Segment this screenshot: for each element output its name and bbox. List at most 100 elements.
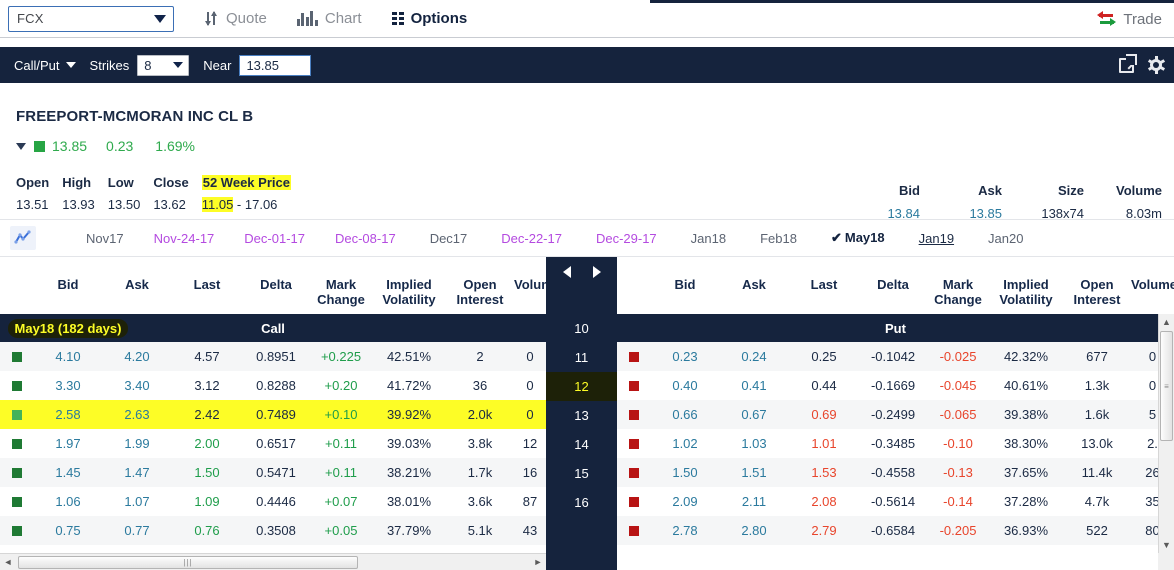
table-row[interactable]: 1.50 1.51 1.53 -0.4558 -0.13 37.65% 11.4k 26 — [617, 458, 1174, 487]
column-header-mark-change[interactable]: Mark Change — [934, 277, 982, 307]
table-row[interactable]: 1.06 1.07 1.09 0.4446 +0.07 38.01% 3.6k 87 — [0, 487, 546, 516]
expiry-tab-nov17[interactable]: Nov17 — [84, 227, 126, 250]
expiry-tab-may18[interactable]: ✔ May18 — [829, 226, 887, 250]
put-cell-oi: 677 — [1086, 349, 1108, 364]
table-row[interactable]: 1.97 1.99 2.00 0.6517 +0.11 39.03% 3.8k 12 — [0, 429, 546, 458]
nav-item-chart[interactable]: Chart — [296, 0, 362, 38]
column-header-delta[interactable]: Delta — [877, 277, 909, 292]
expiry-tab-label: Dec-01-17 — [244, 230, 305, 246]
callput-dropdown[interactable]: Call/Put — [14, 58, 76, 73]
expiry-tab-dec17[interactable]: Dec17 — [428, 227, 470, 250]
column-header-open-interest[interactable]: Open Interest — [456, 277, 504, 307]
call-hscroll-track[interactable]: ||| — [16, 555, 530, 570]
table-row[interactable]: 3.30 3.40 3.12 0.8288 +0.20 41.72% 36 0 — [0, 371, 546, 400]
strike-value[interactable]: 15 — [574, 466, 589, 481]
column-header-last[interactable]: Last — [810, 277, 838, 292]
expiry-tab-dec-08-17[interactable]: Dec-08-17 — [333, 227, 398, 250]
stat-ask: Ask 13.85 — [920, 183, 1002, 221]
put-cell-mark: -0.14 — [943, 494, 973, 509]
call-cell-mark: +0.07 — [324, 494, 358, 509]
call-cell-vol: 16 — [522, 465, 538, 480]
nav-item-quote[interactable]: Quote — [204, 0, 267, 38]
options-list-icon — [391, 11, 404, 26]
put-cell-ask: 1.51 — [741, 465, 767, 480]
expiry-tab-nov-24-17[interactable]: Nov-24-17 — [152, 227, 217, 250]
call-cell-vol: 0 — [526, 407, 534, 422]
line-chart-icon[interactable] — [10, 226, 36, 250]
column-header-ask[interactable]: Ask — [125, 277, 149, 292]
top-navigation-bar: FCX Quote Chart Options Trade — [0, 0, 1174, 38]
column-header-implied-volatility[interactable]: Implied Volatility — [999, 277, 1053, 307]
expand-arrow-icon[interactable] — [16, 142, 26, 150]
ohlc-header-52week: 52 Week Price — [201, 175, 291, 190]
call-cell-oi: 36 — [472, 378, 488, 393]
put-cell-delta: -0.4558 — [870, 465, 916, 480]
column-header-mark-change[interactable]: Mark Change — [317, 277, 365, 307]
column-header-bid[interactable]: Bid — [674, 277, 696, 292]
strikes-select[interactable]: 8 — [137, 54, 190, 76]
put-cell-oi: 11.4k — [1081, 465, 1113, 480]
call-cell-last: 3.12 — [194, 378, 220, 393]
column-header-volume[interactable]: Volume — [1131, 277, 1174, 292]
table-row[interactable]: 2.09 2.11 2.08 -0.5614 -0.14 37.28% 4.7k 35 — [617, 487, 1174, 516]
chevron-left-icon[interactable] — [562, 265, 571, 278]
strike-value[interactable]: 14 — [574, 437, 589, 452]
strike-value[interactable]: 13 — [574, 408, 589, 423]
call-hscroll-thumb[interactable]: ||| — [18, 555, 358, 569]
scroll-left-icon[interactable]: ◄ — [3, 557, 13, 567]
expiry-tab-feb18[interactable]: Feb18 — [758, 227, 799, 250]
expiry-tab-dec-22-17[interactable]: Dec-22-17 — [499, 227, 564, 250]
strike-value[interactable]: 10 — [574, 321, 589, 336]
expiry-tab-dec-01-17[interactable]: Dec-01-17 — [242, 227, 307, 250]
call-cell-bid: 4.10 — [55, 349, 81, 364]
call-column-headers: Bid Ask Last Delta Mark Change Implied Volatili… — [0, 257, 546, 314]
gear-icon[interactable] — [1147, 56, 1165, 74]
call-cell-last: 2.42 — [194, 407, 220, 422]
chevron-right-icon[interactable] — [592, 265, 601, 278]
put-cell-vol: 80 — [1145, 523, 1160, 538]
scroll-up-icon[interactable]: ▲ — [1162, 317, 1171, 327]
week52-sep: - — [233, 197, 245, 212]
call-cell-iv: 37.79% — [386, 523, 432, 538]
expiry-tab-dec-29-17[interactable]: Dec-29-17 — [594, 227, 659, 250]
scroll-down-icon[interactable]: ▼ — [1162, 540, 1171, 550]
put-cell-bid: 0.66 — [672, 407, 698, 422]
column-header-last[interactable]: Last — [193, 277, 221, 292]
column-header-open-interest[interactable]: Open Interest — [1073, 277, 1121, 307]
strike-value[interactable]: 11 — [574, 350, 589, 365]
column-header-delta[interactable]: Delta — [260, 277, 292, 292]
column-header-ask[interactable]: Ask — [742, 277, 766, 292]
symbol-selector[interactable]: FCX — [8, 5, 174, 32]
strike-value[interactable]: 16 — [574, 495, 589, 510]
put-vscroll-thumb[interactable]: ≡ — [1160, 331, 1173, 441]
table-row[interactable]: 2.58 2.63 2.42 0.7489 +0.10 39.92% 2.0k 0 — [0, 400, 546, 429]
call-cell-last: 1.50 — [194, 465, 220, 480]
call-horizontal-scrollbar[interactable]: ◄ ||| ► — [0, 553, 546, 570]
expiry-tab-jan18[interactable]: Jan18 — [689, 227, 728, 250]
put-cell-oi: 522 — [1086, 523, 1108, 538]
column-header-bid[interactable]: Bid — [57, 277, 79, 292]
put-cell-ask: 0.24 — [741, 349, 767, 364]
near-input[interactable]: 13.85 — [239, 54, 312, 76]
table-row[interactable]: 0.75 0.77 0.76 0.3508 +0.05 37.79% 5.1k 43 — [0, 516, 546, 545]
table-row[interactable]: 0.40 0.41 0.44 -0.1669 -0.045 40.61% 1.3k 0 — [617, 371, 1174, 400]
table-row[interactable]: 4.10 4.20 4.57 0.8951 +0.225 42.51% 2 0 — [0, 342, 546, 371]
put-vertical-scrollbar[interactable]: ▲ ≡ ▼ — [1158, 314, 1174, 553]
quote-panel: FREEPORT-MCMORAN INC CL B 13.85 0.23 1.6… — [0, 83, 1174, 281]
table-row[interactable]: 1.45 1.47 1.50 0.5471 +0.11 38.21% 1.7k 16 — [0, 458, 546, 487]
popout-icon[interactable] — [1119, 53, 1137, 73]
table-row[interactable]: 0.23 0.24 0.25 -0.1042 -0.025 42.32% 677 0 — [617, 342, 1174, 371]
scroll-right-icon[interactable]: ► — [533, 557, 543, 567]
put-cell-bid: 0.40 — [672, 378, 698, 393]
table-row[interactable]: 0.66 0.67 0.69 -0.2499 -0.065 39.38% 1.6k 5 — [617, 400, 1174, 429]
table-row[interactable]: 1.02 1.03 1.01 -0.3485 -0.10 38.30% 13.0k 2. — [617, 429, 1174, 458]
expiry-tab-label: May18 — [844, 230, 885, 245]
column-header-implied-volatility[interactable]: Implied Volatility — [382, 277, 436, 307]
strike-value[interactable]: 12 — [546, 372, 617, 401]
expiry-tab-jan19[interactable]: Jan19 — [917, 227, 956, 250]
column-header-volume[interactable]: Volume — [514, 277, 546, 292]
trade-button[interactable]: Trade — [1097, 0, 1162, 38]
expiry-tab-jan20[interactable]: Jan20 — [986, 227, 1025, 250]
nav-item-options[interactable]: Options — [391, 0, 467, 38]
table-row[interactable]: 2.78 2.80 2.79 -0.6584 -0.205 36.93% 522 80 — [617, 516, 1174, 545]
